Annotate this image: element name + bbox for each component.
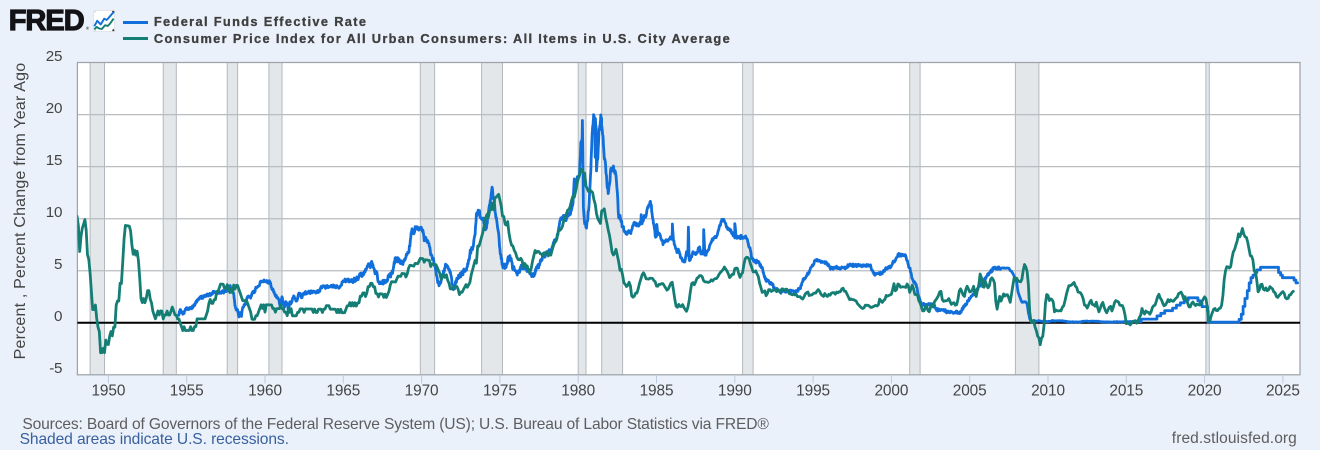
svg-text:2025: 2025 xyxy=(1266,382,1300,399)
svg-text:15: 15 xyxy=(46,152,63,169)
svg-text:5: 5 xyxy=(54,256,62,273)
svg-text:0: 0 xyxy=(54,308,62,325)
svg-text:10: 10 xyxy=(46,204,63,221)
svg-text:1995: 1995 xyxy=(796,382,830,399)
svg-text:1975: 1975 xyxy=(483,382,517,399)
svg-text:1970: 1970 xyxy=(405,382,439,399)
svg-text:1985: 1985 xyxy=(640,382,674,399)
svg-text:-5: -5 xyxy=(49,360,62,377)
svg-text:2015: 2015 xyxy=(1109,382,1143,399)
svg-text:1955: 1955 xyxy=(170,382,204,399)
svg-text:Percent , Percent Change from: Percent , Percent Change from Year Ago xyxy=(12,63,29,360)
svg-text:2000: 2000 xyxy=(874,382,908,399)
svg-text:1980: 1980 xyxy=(561,382,595,399)
svg-text:1950: 1950 xyxy=(91,382,125,399)
svg-text:1960: 1960 xyxy=(248,382,282,399)
svg-text:20: 20 xyxy=(46,100,63,117)
svg-text:1965: 1965 xyxy=(326,382,360,399)
svg-text:2010: 2010 xyxy=(1031,382,1065,399)
svg-text:2005: 2005 xyxy=(953,382,987,399)
svg-text:1990: 1990 xyxy=(718,382,752,399)
svg-text:2020: 2020 xyxy=(1188,382,1222,399)
svg-text:25: 25 xyxy=(46,48,63,65)
